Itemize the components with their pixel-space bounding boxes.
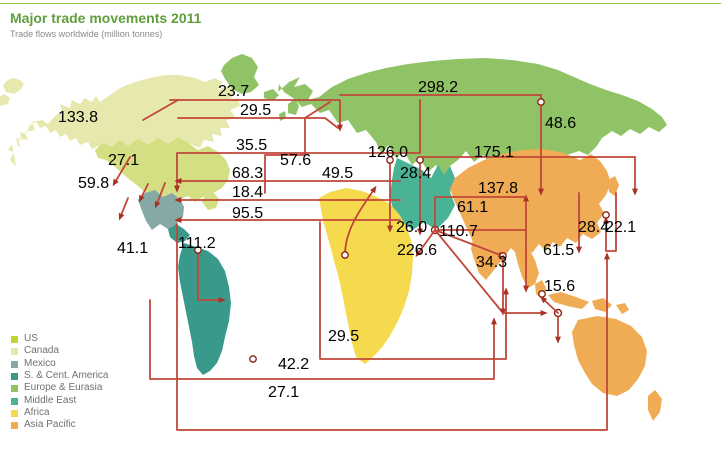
- svg-text:41.1: 41.1: [117, 240, 148, 257]
- svg-text:68.3: 68.3: [232, 165, 263, 182]
- svg-text:95.5: 95.5: [232, 205, 263, 222]
- svg-text:48.6: 48.6: [545, 115, 576, 132]
- svg-text:110.7: 110.7: [439, 223, 478, 240]
- svg-text:57.6: 57.6: [280, 152, 311, 169]
- svg-text:35.5: 35.5: [236, 137, 267, 154]
- svg-text:133.8: 133.8: [58, 109, 98, 126]
- svg-text:298.2: 298.2: [418, 79, 458, 96]
- svg-text:61.1: 61.1: [457, 199, 488, 216]
- svg-text:18.4: 18.4: [232, 184, 263, 201]
- svg-text:26.0: 26.0: [396, 219, 427, 236]
- svg-text:175.1: 175.1: [474, 144, 514, 161]
- svg-text:49.5: 49.5: [322, 165, 353, 182]
- svg-text:111.2: 111.2: [178, 235, 216, 252]
- svg-text:28.4: 28.4: [400, 165, 431, 182]
- svg-text:42.2: 42.2: [278, 356, 309, 373]
- svg-text:137.8: 137.8: [478, 180, 518, 197]
- svg-text:22.1: 22.1: [605, 219, 636, 236]
- svg-text:61.5: 61.5: [543, 242, 574, 259]
- svg-text:29.5: 29.5: [328, 328, 359, 345]
- svg-text:34.3: 34.3: [476, 254, 507, 271]
- svg-text:226.6: 226.6: [397, 242, 437, 259]
- svg-text:27.1: 27.1: [268, 384, 299, 401]
- svg-text:59.8: 59.8: [78, 175, 109, 192]
- svg-text:23.7: 23.7: [218, 83, 249, 100]
- svg-text:29.5: 29.5: [240, 102, 271, 119]
- svg-text:15.6: 15.6: [544, 278, 575, 295]
- svg-text:126.0: 126.0: [368, 144, 408, 161]
- svg-text:27.1: 27.1: [108, 152, 139, 169]
